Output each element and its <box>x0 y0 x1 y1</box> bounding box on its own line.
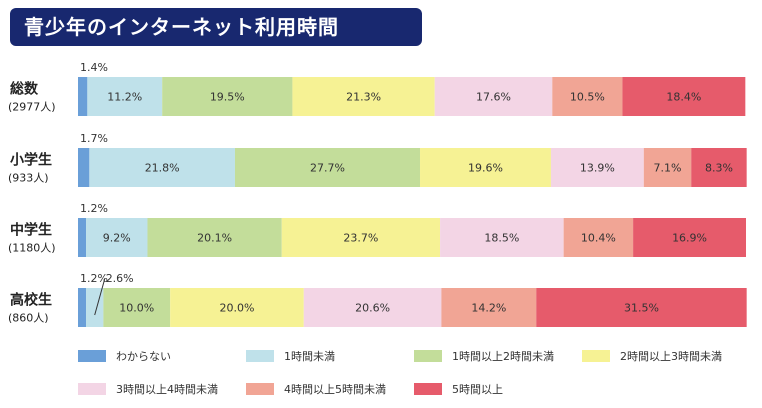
bar-segment <box>78 148 90 187</box>
data-label: 16.9% <box>672 232 707 245</box>
bar-segment <box>89 148 235 187</box>
category-sublabel: (1180人) <box>8 242 56 255</box>
data-label: 27.7% <box>310 162 345 175</box>
bar-segment <box>434 77 553 116</box>
data-label: 1.7% <box>80 132 108 145</box>
legend-swatch <box>414 383 442 395</box>
data-label: 11.2% <box>107 91 142 104</box>
legend-label: 2時間以上3時間未満 <box>620 350 722 363</box>
category-sublabel: (2977人) <box>8 101 56 114</box>
bar-segment <box>86 218 148 257</box>
bar-segment <box>170 288 304 327</box>
legend-swatch <box>78 350 106 362</box>
bar-segment <box>78 77 88 116</box>
data-label: 17.6% <box>476 91 511 104</box>
data-label: 1.4% <box>80 61 108 74</box>
data-label: 1.2% <box>80 272 108 285</box>
category-label: 小学生 <box>10 152 52 169</box>
data-label: 1.2% <box>80 202 108 215</box>
data-label: 18.4% <box>666 91 701 104</box>
legend-label: わからない <box>116 350 171 363</box>
legend-swatch <box>582 350 610 362</box>
bar-segment <box>78 218 87 257</box>
bar-segment <box>440 218 564 257</box>
legend-swatch <box>246 383 274 395</box>
legend-swatch <box>78 383 106 395</box>
category-label: 高校生 <box>10 292 52 309</box>
bar-segment <box>87 77 163 116</box>
legend-swatch <box>246 350 274 362</box>
bar-segment <box>536 288 747 327</box>
legend-label: 1時間未満 <box>284 350 335 363</box>
data-label: 10.5% <box>570 91 605 104</box>
category-label: 総数 <box>10 81 39 98</box>
bar-segment <box>643 148 692 187</box>
bar-segment <box>292 77 435 116</box>
legend-label: 4時間以上5時間未満 <box>284 383 386 396</box>
data-label: 10.4% <box>581 232 616 245</box>
data-label: 19.5% <box>210 91 245 104</box>
bar-segment <box>281 218 441 257</box>
bar-segment <box>550 148 644 187</box>
bar-segment <box>147 218 282 257</box>
data-label: 21.8% <box>145 162 180 175</box>
bar-segment <box>622 77 746 116</box>
category-sublabel: (933人) <box>8 172 49 185</box>
legend-swatch <box>414 350 442 362</box>
data-label: 23.7% <box>343 232 378 245</box>
bar-segment <box>633 218 746 257</box>
bar-segment <box>162 77 293 116</box>
category-label: 中学生 <box>10 222 52 239</box>
leader-line <box>94 278 106 316</box>
data-label: 8.3% <box>705 162 733 175</box>
legend-label: 3時間以上4時間未満 <box>116 383 218 396</box>
data-label: 7.1% <box>654 162 682 175</box>
data-label: 18.5% <box>484 232 519 245</box>
chart-title: 青少年のインターネット利用時間 <box>10 8 422 46</box>
data-label: 14.2% <box>471 302 506 315</box>
legend-label: 5時間以上 <box>452 383 503 396</box>
category-sublabel: (860人) <box>8 312 49 325</box>
data-label: 21.3% <box>346 91 381 104</box>
bar-segment <box>303 288 442 327</box>
data-label: 10.0% <box>119 302 154 315</box>
bar-segment <box>691 148 747 187</box>
data-label: 19.6% <box>468 162 503 175</box>
data-label: 31.5% <box>624 302 659 315</box>
bar-segment <box>234 148 421 187</box>
data-label: 9.2% <box>103 232 131 245</box>
data-label: 20.1% <box>197 232 232 245</box>
bar-segment <box>552 77 623 116</box>
bar-segment <box>78 288 87 327</box>
bar-segment <box>441 288 537 327</box>
bar-segment <box>420 148 551 187</box>
data-label: 13.9% <box>580 162 615 175</box>
data-label: 20.6% <box>355 302 390 315</box>
legend-label: 1時間以上2時間未満 <box>452 350 554 363</box>
data-label: 20.0% <box>220 302 255 315</box>
bar-segment <box>563 218 634 257</box>
data-label: 2.6% <box>106 272 134 285</box>
bar-segment <box>103 288 171 327</box>
